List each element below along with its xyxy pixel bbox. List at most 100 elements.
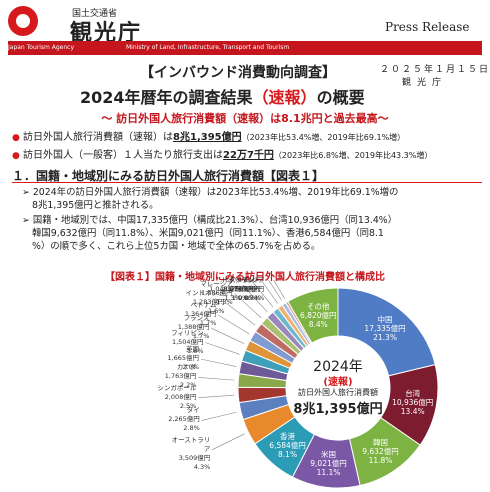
- external-label-pct: 1.7%: [192, 332, 210, 341]
- leader-line-8: [198, 377, 235, 381]
- slice-label-value: 17,335億円: [364, 324, 406, 334]
- survey-bracket-title: 【インバウンド消費動向調査】: [140, 65, 336, 81]
- external-label-value: 2,008億円: [164, 392, 197, 401]
- main-title-red: （速報）: [252, 88, 317, 107]
- external-label-name: 英国: [186, 345, 199, 354]
- external-label-pct: 1.8%: [187, 346, 204, 355]
- slice-label-2: 韓国 9,632億円 11.8%: [350, 438, 410, 465]
- paragraph-2: ➢ 国籍・地域別では、中国17,335億円（構成比21.3%）、台湾10,936…: [22, 214, 477, 253]
- slice-label-pct: 8.4%: [308, 319, 328, 329]
- external-label-14: マレーシア 1,086億円 1.3%: [191, 279, 233, 307]
- bullet-text: 訪日外国人（一般客）１人当たり旅行支出は: [23, 150, 224, 161]
- external-label-6: タイ 2,265億円 2.8%: [158, 406, 200, 433]
- slice-label-value: 9,632億円: [362, 447, 399, 456]
- external-label-name: フランス: [183, 314, 210, 323]
- external-label-pct: 0.4%: [247, 294, 265, 302]
- slice-label-pct: 8.1%: [278, 449, 298, 459]
- slice-label-1: 台湾 10,936億円 13.4%: [383, 389, 443, 416]
- ministry-name: 国土交通省: [72, 9, 118, 19]
- slice-label-value: 9,021億円: [310, 459, 347, 469]
- external-label-name: ドイツ: [221, 276, 241, 284]
- external-label-16: イタリア 817億円 1.0%: [206, 276, 249, 303]
- bullet-note: （2023年比53.4%増、2019年比69.1%増）: [241, 133, 406, 142]
- slice-label-pct: 11.1%: [316, 468, 341, 478]
- slice-label-name: 韓国: [372, 438, 388, 447]
- leader-line-11: [211, 327, 245, 344]
- external-label-name: シンガポール: [157, 383, 197, 392]
- external-label-name: イタリア: [222, 276, 249, 284]
- slice-label-pct: 21.3%: [373, 333, 397, 343]
- external-label-name: インド: [240, 276, 261, 284]
- external-label-19: ロシア 317億円 0.4%: [222, 276, 264, 303]
- header-red-bar: [8, 41, 482, 55]
- bullet-dot-icon: ●: [12, 151, 20, 161]
- external-label-12: ベトナム 1,364億円 1.7%: [174, 301, 217, 328]
- external-label-name: インドネシア: [185, 289, 225, 298]
- external-label-18: インド 563億円 0.7%: [218, 276, 260, 303]
- slice-label-3: 米国 9,021億円 11.1%: [299, 450, 359, 477]
- external-label-value: 1,364億円: [184, 310, 217, 319]
- slice-label-name: 台湾: [405, 389, 421, 398]
- external-label-name: マレーシア: [200, 279, 233, 288]
- paragraph-2-line-c: %）の順で多く、これら上位5カ国・地域で全体の65.7%を占める。: [32, 241, 321, 252]
- external-label-pct: 1.3%: [224, 294, 241, 302]
- external-label-pct: 1.7%: [199, 319, 217, 328]
- slice-label-value: 10,936億円: [392, 398, 434, 407]
- arrow-icon: ➢: [22, 187, 33, 198]
- donut-chart: [198, 267, 439, 489]
- external-label-pct: 4.3%: [193, 462, 211, 471]
- center-value: 8兆1,395億円: [293, 402, 383, 417]
- paragraph-1-line-a: 2024年の訪日外国人旅行消費額（速報）は2023年比53.4%増、2019年比…: [32, 187, 399, 198]
- external-label-value: 1,388億円: [177, 323, 210, 332]
- external-label-pct: 1.6%: [207, 307, 225, 316]
- external-label-value: 1,086億円: [201, 288, 233, 297]
- center-tag: (速報): [323, 377, 353, 388]
- external-label-name: フィリピン: [171, 328, 204, 337]
- external-label-5: オーストラリア 3,509億円 4.3%: [168, 436, 211, 472]
- slice-label-name: 香港: [280, 431, 296, 441]
- leader-line-15: [242, 285, 268, 312]
- bullet-text: 訪日外国人旅行消費額（速報）は: [23, 132, 174, 143]
- external-label-value: 1,504億円: [171, 337, 204, 346]
- external-label-value: 1,665億円: [167, 354, 199, 363]
- external-label-8: カナダ 1,763億円 2.2%: [154, 363, 197, 390]
- leader-line-10: [205, 342, 240, 355]
- leader-line-16: [250, 278, 274, 308]
- pie-slice-20: [287, 287, 339, 344]
- main-title-pre: 2024年暦年の調査結果: [80, 88, 253, 107]
- paragraph-1: ➢ 2024年の訪日外国人旅行消費額（速報）は2023年比53.4%増、2019…: [22, 186, 477, 212]
- external-label-value: 674億円: [229, 285, 255, 293]
- leader-line-13: [226, 303, 256, 326]
- press-release-label: Press Release: [385, 20, 470, 34]
- issuing-department: 観光庁: [402, 78, 448, 88]
- chart-title: 【図表１】国籍・地域別にみる訪日外国人旅行消費額と構成比: [105, 272, 385, 283]
- leader-line-9: [200, 358, 237, 367]
- leader-line-5: [212, 433, 245, 450]
- leader-line-14: [234, 293, 262, 319]
- section-underline: [12, 182, 482, 183]
- slice-label-value: 6,584億円: [269, 440, 306, 450]
- paragraph-1-line-b: 8兆1,395億円と推計される。: [32, 200, 159, 211]
- external-label-name: スペイン: [229, 276, 255, 284]
- center-year: 2024年: [313, 359, 363, 375]
- pie-slice-0: [337, 287, 436, 377]
- external-label-value: 3,509億円: [178, 453, 211, 462]
- external-label-pct: 2.5%: [179, 401, 197, 410]
- slice-label-pct: 13.4%: [400, 407, 425, 416]
- release-date: ２０２５年１月１５日: [380, 65, 490, 75]
- paragraph-2-line-a: 国籍・地域別では、中国17,335億円（構成比21.3%）、台湾10,936億円…: [32, 215, 398, 226]
- slice-label-20: その他 6,820億円 8.4%: [288, 302, 348, 329]
- bullet-note: （2023年比6.8%増、2019年比43.3%増）: [273, 151, 433, 160]
- slice-label-pct: 11.8%: [368, 456, 393, 465]
- external-label-value: 2,265億円: [168, 415, 200, 424]
- main-title: 2024年暦年の調査結果（速報）の概要: [80, 84, 365, 108]
- paragraph-2-line-b: 韓国9,632億円（同11.8%）、米国9,021億円（同11.1%）、香港6,…: [32, 228, 384, 239]
- external-label-pct: 0.7%: [243, 294, 261, 302]
- external-label-pct: 2.0%: [182, 363, 199, 372]
- bullet-dot-icon: ●: [12, 133, 20, 143]
- main-title-post: の概要: [316, 88, 365, 107]
- slice-label-name: 中国: [377, 315, 393, 325]
- leader-line-6: [201, 411, 237, 421]
- slice-label-name: その他: [307, 301, 330, 311]
- external-label-15: ドイツ 1,048億円 1.3%: [199, 276, 241, 303]
